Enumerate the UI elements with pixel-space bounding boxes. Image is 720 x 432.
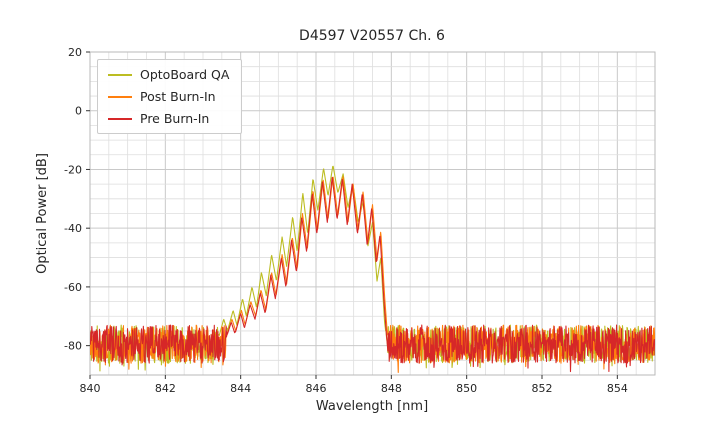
x-tick-label: 844	[230, 382, 251, 395]
y-tick-label: -40	[64, 222, 82, 235]
x-tick-label: 846	[306, 382, 327, 395]
x-tick-label: 854	[607, 382, 628, 395]
legend-label-post-burn-in: Post Burn-In	[140, 89, 216, 104]
x-tick-label: 848	[381, 382, 402, 395]
legend-line-optoboard-qa-icon	[108, 73, 132, 76]
series-line-pre-burn-in	[90, 176, 655, 373]
x-axis-label: Wavelength [nm]	[316, 399, 428, 414]
y-tick-label: -20	[64, 163, 82, 176]
y-tick-label: -60	[64, 281, 82, 294]
axis-ticks: 840 842 844 846 848 850 852 854 20 0 -20 -40 -60 -80	[64, 46, 628, 395]
legend-label-optoboard-qa: OptoBoard QA	[140, 67, 230, 82]
y-axis-label: Optical Power [dB]	[35, 153, 50, 274]
data-series	[90, 165, 655, 373]
series-line-post-burn-in	[90, 176, 655, 373]
legend-line-post-burn-in-icon	[108, 95, 132, 98]
y-tick-label: 20	[68, 46, 82, 59]
x-tick-label: 850	[456, 382, 477, 395]
legend-item-optoboard-qa: OptoBoard QA	[108, 67, 229, 82]
legend-item-post-burn-in: Post Burn-In	[108, 89, 229, 104]
legend: OptoBoard QA Post Burn-In Pre Burn-In	[97, 59, 243, 134]
chart-title: D4597 V20557 Ch. 6	[299, 28, 445, 44]
legend-item-pre-burn-in: Pre Burn-In	[108, 111, 229, 126]
x-tick-label: 840	[80, 382, 101, 395]
legend-label-pre-burn-in: Pre Burn-In	[140, 111, 210, 126]
x-tick-label: 852	[532, 382, 553, 395]
plot-border	[89, 51, 656, 376]
legend-line-pre-burn-in-icon	[108, 117, 132, 120]
x-tick-label: 842	[155, 382, 176, 395]
y-tick-label: 0	[75, 105, 82, 118]
y-tick-label: -80	[64, 340, 82, 353]
